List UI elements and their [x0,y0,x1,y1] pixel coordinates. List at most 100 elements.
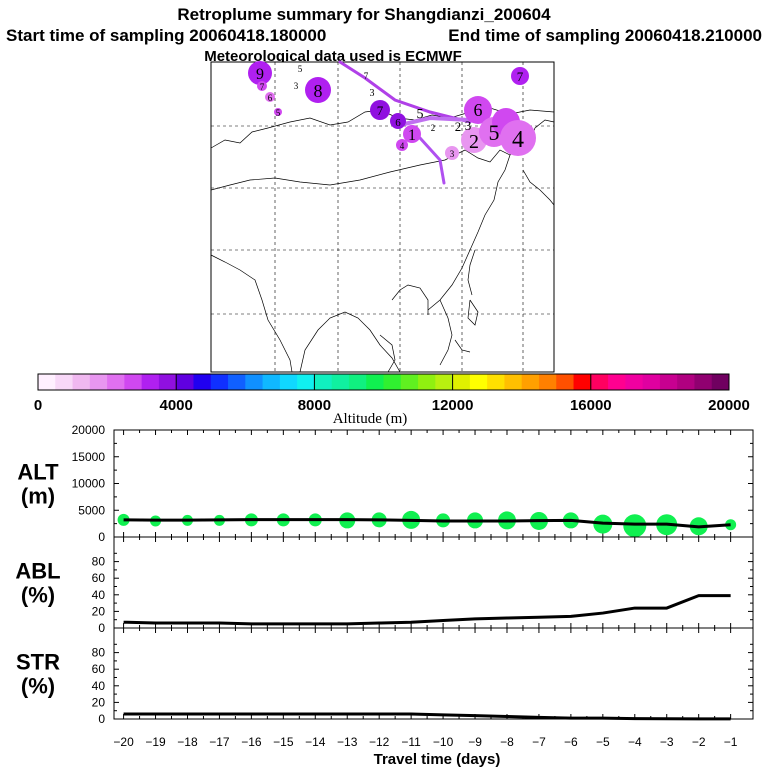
colorbar-cell [107,374,125,390]
x-tick-label: −11 [401,735,421,749]
plume-blob [305,77,331,103]
panel-label: (%) [21,674,55,699]
x-tick-label: −18 [177,735,198,749]
panel-frame [113,627,754,720]
plume-blob [403,125,421,143]
plume-label: 5 [417,107,424,122]
colorbar-cell [72,374,91,390]
colorbar-cell [711,374,730,390]
plume-label: 3 [370,88,375,99]
altitude-marker [623,514,647,538]
altitude-marker [117,513,130,526]
y-tick-label: 40 [92,679,106,693]
panel-label: (%) [21,583,55,608]
plume-label: 5 [298,64,303,74]
colorbar-cell [348,374,367,390]
start-time: Start time of sampling 20060418.180000 [6,26,326,45]
y-tick-label: 60 [92,571,106,585]
series-line [123,712,731,721]
colorbar-cell [314,374,333,390]
y-tick-label: 0 [98,530,105,544]
plume-label: 3 [465,118,472,133]
y-tick-label: 20 [92,695,106,709]
x-tick-label: −9 [468,735,482,749]
met-data-label: Meteorological data used is ECMWF [204,48,462,65]
colorbar-cell [521,374,540,390]
x-tick-label: −1 [724,735,738,749]
y-tick-label: 5000 [78,503,105,517]
plume-label: 4 [512,127,524,153]
panel-abl: 0 20 40 60 80 ABL(%) [15,536,754,635]
x-tick-label: −5 [596,735,610,749]
colorbar-cell [210,374,229,390]
panel-str: 0 20 40 60 80 STR(%) [16,627,754,726]
colorbar-cell [418,374,436,390]
colorbar-tick-label: 0 [34,397,42,414]
colorbar-tick-label: 20000 [708,397,750,414]
colorbar-cell [659,374,678,390]
colorbar-tick-label: 4000 [160,397,193,414]
colorbar-cell [469,374,488,390]
plume-blob [370,100,390,120]
x-tick-label: −20 [113,735,134,749]
panel-alt: 0 5000 10000 15000 20000 ALT(m) [17,423,754,544]
plume-blob [248,61,272,85]
y-tick-label: 0 [98,621,105,635]
colorbar-tick-label: 16000 [570,397,612,414]
plume-tracks [338,60,472,185]
y-tick-label: 15000 [72,450,106,464]
plume-label: 5 [489,120,500,145]
series-line [123,594,731,626]
plume-label: 5 [276,108,281,118]
panel-label: ALT [17,460,59,485]
altitude-colorbar: 0 4000 8000 12000 16000 20000 Altitude (m) [34,373,750,427]
colorbar-cell [625,374,644,390]
plume-blob [274,108,282,116]
plume-label: 6 [395,117,401,129]
retroplume-map: 9 7 6 5 5 3 8 7 3 7 6 5 4 1 2 3 2 3 6 2 … [210,60,555,373]
colorbar-cell [245,374,264,390]
y-tick-label: 10000 [72,477,106,491]
colorbar-cell [331,374,350,390]
time-series-panels: 05000100001500020000ALT(m)020406080ABL(%… [15,423,754,749]
colorbar-tick-label: 8000 [298,397,331,414]
y-tick-label: 60 [92,662,106,676]
y-tick-label: 80 [92,646,106,660]
x-tick-label: −6 [564,735,578,749]
x-tick-label: −8 [500,735,514,749]
colorbar-cell [176,374,194,390]
colorbar-cell [366,374,384,390]
colorbar-cell [504,374,523,390]
plume-day-labels: 9 7 6 5 5 3 8 7 3 7 6 5 4 1 2 3 2 3 6 2 … [256,64,524,159]
colorbar-cell [487,374,505,390]
colorbar-cell [452,374,471,390]
panel-label: (m) [21,484,55,509]
y-tick-label: 20000 [72,423,106,437]
end-time: End time of sampling 20060418.210000 [448,26,762,45]
plume-label: 7 [260,82,265,92]
colorbar-cell [435,374,454,390]
x-tick-label: −12 [369,735,390,749]
plume-label: 6 [268,93,273,103]
plume-label: 2 [469,131,479,153]
colorbar-cell [383,374,402,390]
x-tick-label: −4 [628,735,642,749]
colorbar-cell [556,374,575,390]
colorbar-cell [590,374,609,390]
x-tick-labels: −20 −19 −18 −17 −16 −15 −14 −13 −12 −11 −10 −9 −8 −7 −… [113,735,737,749]
panel-label: ABL [15,559,60,584]
plume-blob [257,81,267,91]
colorbar-cell [124,374,143,390]
colorbar-cell [89,374,108,390]
y-tick-label: 20 [92,604,106,618]
colorbar-cell [193,374,212,390]
plume-label: 2 [431,123,436,133]
colorbar-tick-label: 12000 [432,397,474,414]
plume-label: 7 [377,103,384,118]
plume-markers [248,61,536,160]
panel-label: STR [16,650,60,675]
plume-label: 8 [314,81,323,101]
plume-label: 6 [474,100,483,120]
x-tick-label: −19 [145,735,166,749]
